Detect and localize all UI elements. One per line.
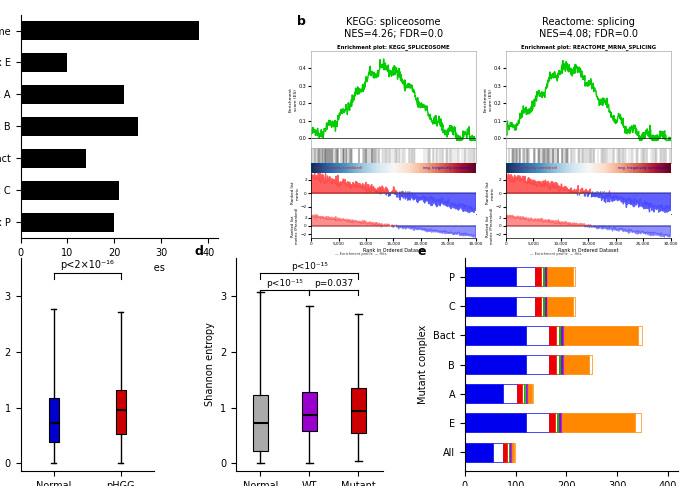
Y-axis label: Ranked list
metric: Ranked list metric xyxy=(486,182,494,205)
Text: neg. (positively correlated): neg. (positively correlated) xyxy=(314,166,362,170)
Text: Zero score at 49491: Zero score at 49491 xyxy=(375,191,412,195)
Text: neg. (positively correlated): neg. (positively correlated) xyxy=(509,166,558,170)
Bar xyxy=(562,414,636,433)
Bar xyxy=(516,296,535,315)
Y-axis label: Ranked list
metric (Preranked): Ranked list metric (Preranked) xyxy=(486,208,494,244)
Bar xyxy=(541,267,543,286)
Title: Enrichment plot: REACTOME_MRNA_SPLICING: Enrichment plot: REACTOME_MRNA_SPLICING xyxy=(521,44,656,50)
Text: d: d xyxy=(195,245,204,258)
Bar xyxy=(21,149,86,168)
Bar xyxy=(526,355,549,374)
Bar xyxy=(535,267,541,286)
Text: KEGG: spliceosome
NES=4.26; FDR=0.0: KEGG: spliceosome NES=4.26; FDR=0.0 xyxy=(344,17,443,38)
X-axis label: Rank in Ordered Dataset: Rank in Ordered Dataset xyxy=(558,248,619,253)
Bar xyxy=(561,355,563,374)
Y-axis label: Ranked list
metric (Preranked): Ranked list metric (Preranked) xyxy=(290,208,299,244)
Bar xyxy=(556,326,559,345)
Bar xyxy=(503,384,517,403)
Bar xyxy=(510,443,511,462)
Bar xyxy=(545,267,547,286)
Bar xyxy=(465,326,526,345)
Bar xyxy=(543,267,545,286)
Bar xyxy=(21,212,114,232)
Bar xyxy=(541,296,543,315)
Bar xyxy=(526,414,549,433)
Text: e: e xyxy=(418,245,427,258)
Text: — Enrichment profile  — Hits: — Enrichment profile — Hits xyxy=(335,252,386,256)
Bar xyxy=(526,326,549,345)
Bar xyxy=(573,267,575,286)
Bar xyxy=(543,296,545,315)
Text: neg. (negatively correlated): neg. (negatively correlated) xyxy=(423,166,473,170)
Bar xyxy=(465,443,493,462)
Bar xyxy=(21,181,119,200)
Bar xyxy=(545,296,547,315)
Bar xyxy=(21,85,124,104)
Text: Zero score at 49491: Zero score at 49491 xyxy=(570,191,606,195)
Bar xyxy=(524,384,525,403)
Bar xyxy=(465,384,503,403)
Bar xyxy=(522,384,524,403)
Bar xyxy=(493,443,503,462)
Text: neg. (negatively correlated): neg. (negatively correlated) xyxy=(618,166,667,170)
Bar xyxy=(465,355,526,374)
Y-axis label: Shannon entropy: Shannon entropy xyxy=(205,323,214,406)
Bar xyxy=(503,443,507,462)
Bar xyxy=(564,326,638,345)
Bar xyxy=(508,443,510,462)
Bar xyxy=(560,414,561,433)
Bar xyxy=(465,267,516,286)
Bar xyxy=(564,355,589,374)
Bar xyxy=(547,267,573,286)
Bar xyxy=(21,53,68,72)
Bar xyxy=(547,296,573,315)
PathPatch shape xyxy=(116,390,125,434)
Bar xyxy=(636,414,640,433)
Y-axis label: Ranked list
metric: Ranked list metric xyxy=(290,182,299,205)
Bar xyxy=(556,355,559,374)
Y-axis label: Enrichment
score (ES): Enrichment score (ES) xyxy=(484,87,493,112)
Y-axis label: Mutant complex: Mutant complex xyxy=(418,325,427,404)
Bar xyxy=(465,414,526,433)
Bar xyxy=(561,326,563,345)
PathPatch shape xyxy=(49,398,59,442)
Bar xyxy=(21,117,138,136)
Bar xyxy=(549,414,555,433)
Text: Reactome: splicing
NES=4.08; FDR=0.0: Reactome: splicing NES=4.08; FDR=0.0 xyxy=(538,17,638,38)
PathPatch shape xyxy=(351,387,366,433)
Bar xyxy=(465,296,516,315)
Text: — Enrichment profile  — Hits: — Enrichment profile — Hits xyxy=(530,252,581,256)
Text: p<10⁻¹⁵: p<10⁻¹⁵ xyxy=(266,278,303,288)
Bar xyxy=(559,355,561,374)
Bar xyxy=(507,443,508,462)
Bar xyxy=(573,296,575,315)
Bar xyxy=(528,384,532,403)
Bar xyxy=(21,21,199,40)
Bar xyxy=(535,296,541,315)
Bar xyxy=(557,414,559,433)
PathPatch shape xyxy=(253,395,268,451)
Bar xyxy=(555,414,557,433)
Bar xyxy=(532,384,534,403)
PathPatch shape xyxy=(302,392,316,431)
Bar xyxy=(516,267,535,286)
Bar xyxy=(549,326,556,345)
Bar xyxy=(589,355,592,374)
Y-axis label: Enrichment
score (ES): Enrichment score (ES) xyxy=(289,87,298,112)
Text: p=0.037: p=0.037 xyxy=(314,278,353,288)
Bar xyxy=(526,384,527,403)
Title: Enrichment plot: KEGG_SPLICEOSOME: Enrichment plot: KEGG_SPLICEOSOME xyxy=(337,44,450,50)
Bar xyxy=(638,326,642,345)
Bar xyxy=(549,355,556,374)
Text: p<2×10⁻¹⁶: p<2×10⁻¹⁶ xyxy=(60,260,114,270)
Bar xyxy=(559,326,561,345)
X-axis label: % mutant samples: % mutant samples xyxy=(73,263,165,274)
Bar xyxy=(517,384,522,403)
Text: p<10⁻¹⁵: p<10⁻¹⁵ xyxy=(291,262,328,271)
X-axis label: Rank in Ordered Dataset: Rank in Ordered Dataset xyxy=(363,248,423,253)
Bar xyxy=(512,443,514,462)
Text: b: b xyxy=(297,15,306,28)
